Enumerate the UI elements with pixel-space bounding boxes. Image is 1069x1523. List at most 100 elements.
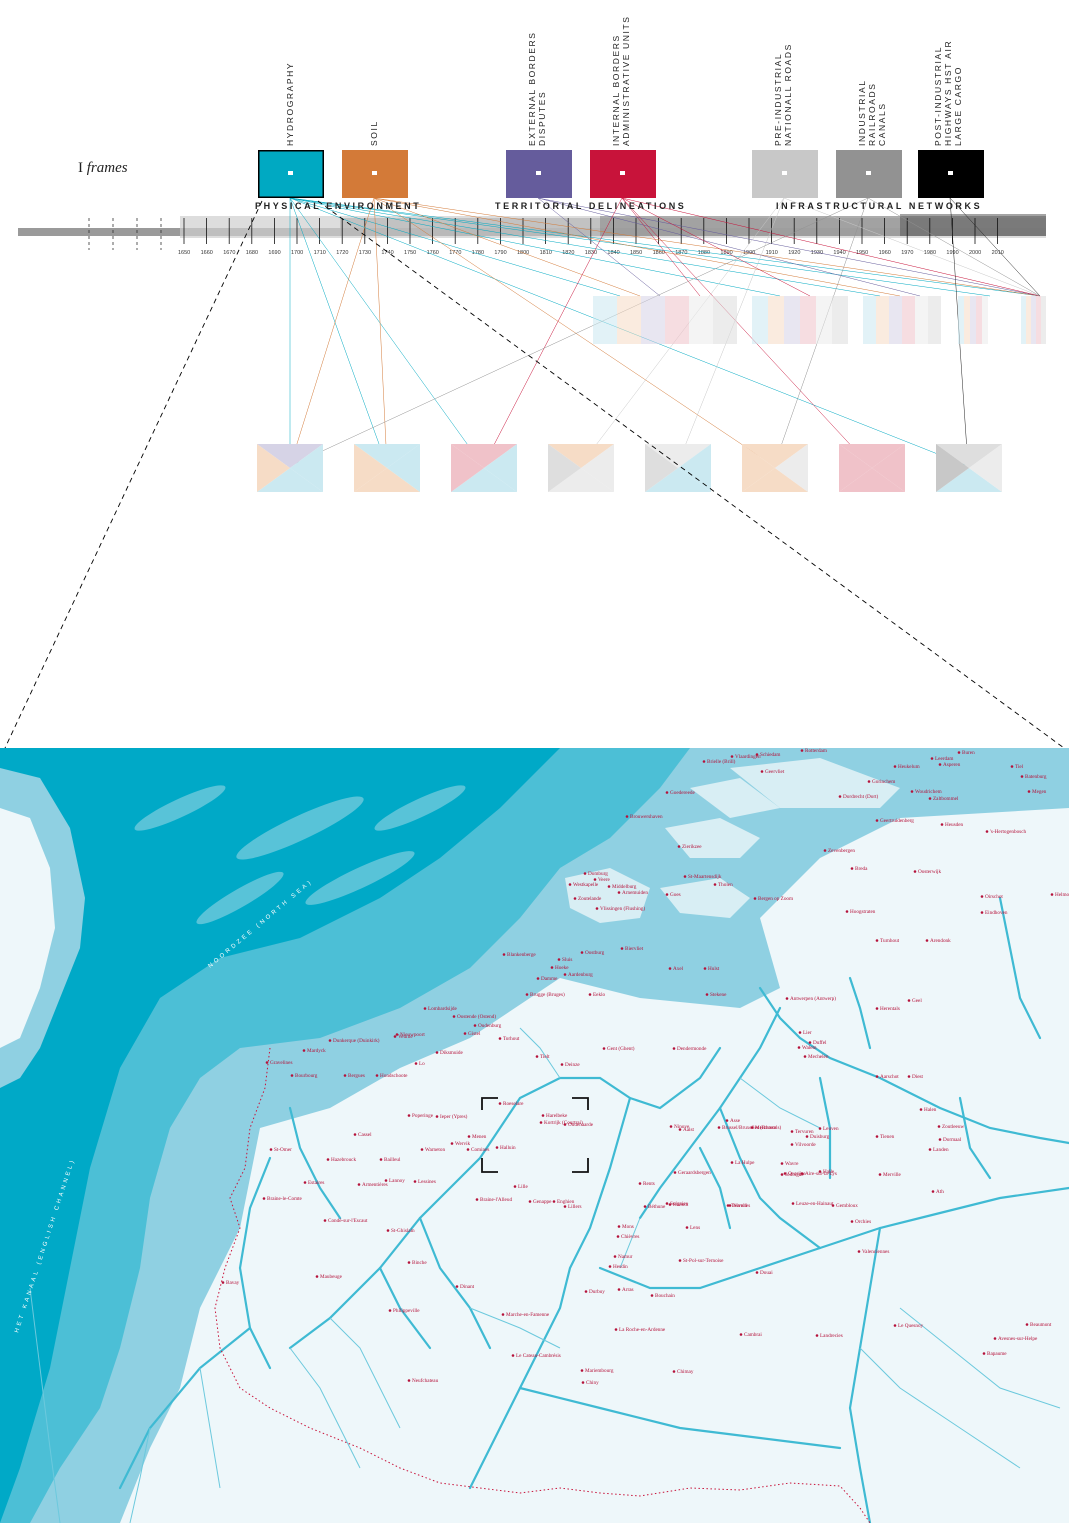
combination-frame-segment [354,444,420,468]
place-marker [857,1250,861,1253]
place-marker [473,1024,477,1027]
place-label: Philippeville [393,1308,420,1314]
place-label: Vlissingen (Flushing) [600,905,645,912]
place-marker [730,755,734,758]
place-marker [755,1271,759,1274]
place-marker [850,867,854,870]
place-marker [413,1180,417,1183]
category-box-external-borders[interactable] [506,150,572,198]
place-marker [818,1127,822,1130]
place-marker [620,947,624,950]
place-label: Hondschoote [380,1073,408,1079]
place-marker [463,1032,467,1035]
place-label: Mardyck [307,1048,326,1054]
place-label: Hoogstraten [850,909,876,915]
place-label: Roeselare [503,1101,524,1107]
place-label: Helmond [1055,892,1069,898]
place-marker [937,1125,941,1128]
place-label: Jodoigne [785,1172,804,1178]
place-marker [617,1225,621,1228]
combination-frame-segment [839,468,905,492]
focus-frame[interactable] [481,1097,589,1173]
place-marker [850,1220,854,1223]
place-marker [221,1281,225,1284]
category-label-post-industrial: POST-INDUSTRIAL HIGHWAYS HST AIR LARGE C… [933,39,963,146]
place-marker [435,1115,439,1118]
place-label: Veurne [398,1034,413,1040]
place-label: Le Quesnoy [898,1323,924,1329]
place-marker [563,973,567,976]
place-marker [783,1172,787,1175]
timeline-year-label: 1660 [201,250,213,256]
place-marker [750,1126,754,1129]
place-marker [808,1041,812,1044]
category-box-industrial[interactable] [836,150,902,198]
place-marker [878,1173,882,1176]
place-marker [407,1379,411,1382]
place-marker [739,1333,743,1336]
place-label: Tournai [731,1203,748,1209]
place-marker [703,967,707,970]
timeline-year-label: 1990 [946,250,958,256]
place-label: Duisburg [810,1134,830,1140]
place-names: Vlaardingen Schiedam Rotterdam Brielle (Bri… [221,748,1069,1386]
place-marker [550,966,554,969]
combination-frame-segment [742,444,775,492]
combination-frame-segment [645,444,678,492]
combination-frames [257,444,1002,492]
category-label-hydrography: HYDROGRAPHY [285,61,295,146]
place-marker [803,1055,807,1058]
place-label: Lo [419,1061,425,1067]
category-box-pre-industrial[interactable] [752,150,818,198]
place-label: Binche [412,1260,427,1266]
place-label: Breda [855,866,868,872]
place-label: Valenciennes [862,1249,889,1255]
combination-frame-segment [581,444,614,492]
combination-frame-segment [742,444,808,468]
timeline-year-label: 1780 [472,250,484,256]
category-box-internal-borders[interactable] [590,150,656,198]
place-marker [262,1197,266,1200]
combination-frame-segment [548,444,581,492]
place-marker [379,1158,383,1161]
place-marker [625,815,629,818]
place-marker [315,1275,319,1278]
place-label: Leuven [823,1126,839,1132]
combination-frame-segment [451,444,484,492]
place-marker [790,1143,794,1146]
place-marker [435,1051,439,1054]
place-marker [665,1202,669,1205]
place-marker [818,1170,822,1173]
combination-frame-segment [872,444,905,492]
place-label: Wervik [455,1141,471,1147]
place-marker [875,1007,879,1010]
place-label: Dunkerque (Duinkirk) [333,1037,380,1044]
category-label-external-borders: EXTERNAL BORDERS DISPUTES [527,31,547,146]
category-box-soil[interactable] [342,150,408,198]
place-label: Diest [912,1074,924,1080]
place-marker [502,953,506,956]
place-label: Beaumont [1030,1322,1052,1328]
category-box-hydrography[interactable] [258,150,324,198]
place-marker [668,967,672,970]
place-label: Avesnes-sur-Helpe [998,1336,1038,1342]
place-label: Torhout [503,1036,520,1042]
place-label: Oostende (Ostend) [457,1013,496,1020]
place-label: Gent (Ghent) [607,1045,635,1052]
timeline-year-label: 2010 [992,250,1004,256]
place-marker [930,757,934,760]
place-label: Maubeuge [320,1274,343,1280]
combination-frame-segment [257,444,323,468]
place-marker [613,1255,617,1258]
place-marker [726,1204,730,1207]
place-label: Cambrai [744,1332,762,1338]
place-marker [595,907,599,910]
category-box-post-industrial[interactable] [918,150,984,198]
place-label: Béthune [648,1204,666,1210]
frames-numeral: I [78,160,83,176]
place-label: Goedereede [670,790,695,796]
timeline-year-label: 1890 [720,250,732,256]
place-marker [498,1037,502,1040]
place-label: Veere [598,877,611,883]
place-label: Kortrijk (Courtrai) [544,1119,583,1126]
